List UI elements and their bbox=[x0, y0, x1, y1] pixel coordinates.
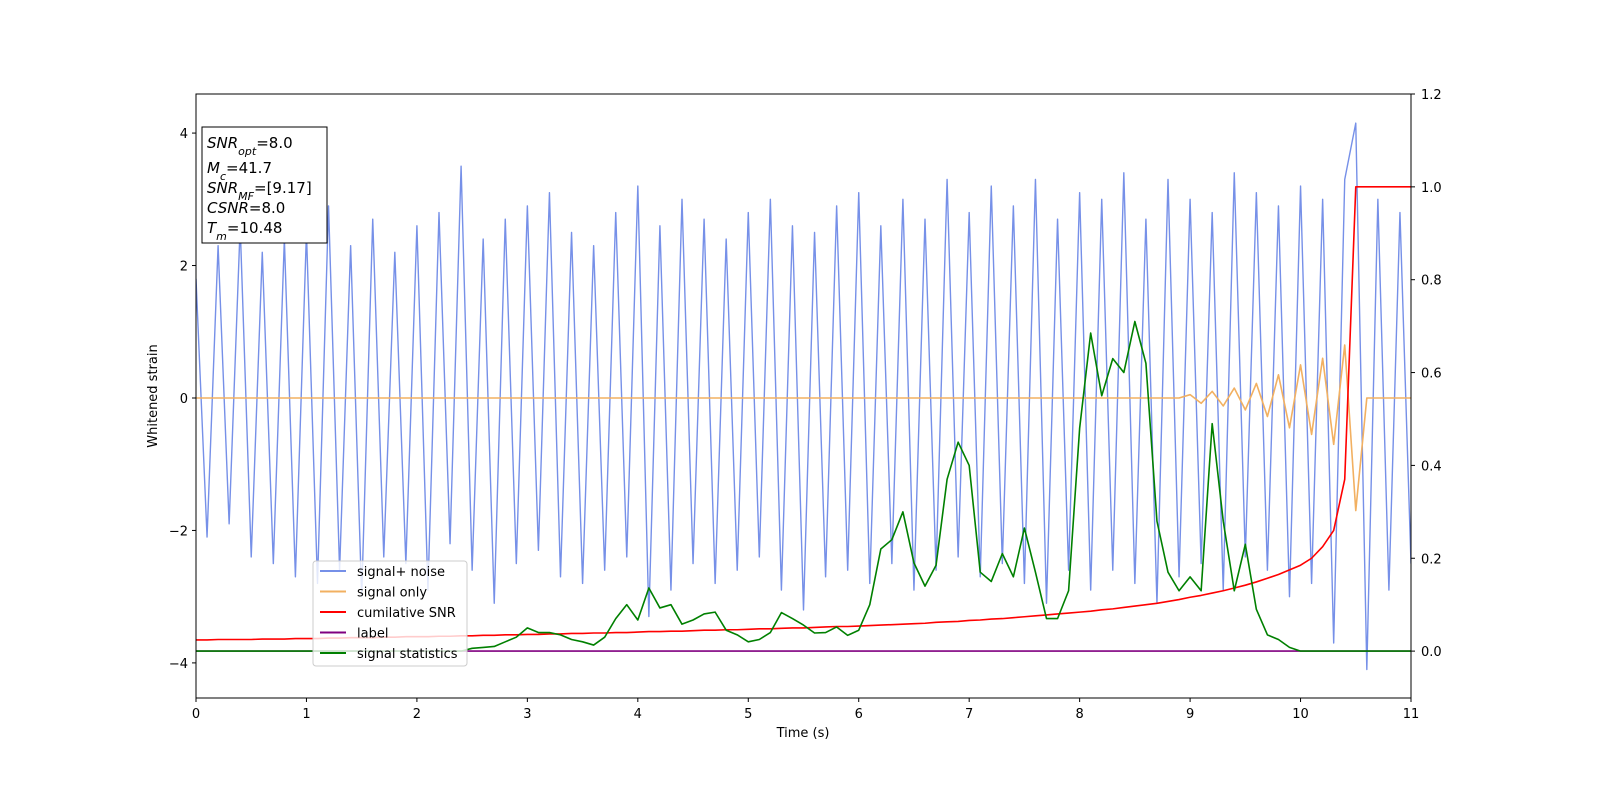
x-tick-label: 11 bbox=[1403, 707, 1420, 722]
x-tick-label: 0 bbox=[192, 707, 200, 722]
x-tick-label: 10 bbox=[1292, 707, 1309, 722]
annotation-symbol: CSNR bbox=[207, 199, 249, 217]
x-tick-label: 7 bbox=[965, 707, 973, 722]
legend-entries: signal+ noise signal only cumilative SNR la… bbox=[320, 565, 458, 662]
x-tick-label: 1 bbox=[302, 707, 310, 722]
annotation-symbol: T bbox=[207, 219, 218, 237]
y2-tick-label: 0.6 bbox=[1421, 367, 1442, 382]
legend-label: label bbox=[357, 627, 388, 642]
series-line bbox=[196, 122, 1411, 671]
y2-tick-label: 0.2 bbox=[1421, 552, 1442, 567]
annotation-value: =8.0 bbox=[256, 134, 292, 152]
annotation-value: =[9.17] bbox=[254, 179, 312, 197]
y2-tick-label: 0.4 bbox=[1421, 459, 1442, 474]
x-tick-label: 6 bbox=[855, 707, 863, 722]
y-axis-label: Whitened strain bbox=[146, 344, 161, 447]
series-line bbox=[196, 344, 1411, 512]
annotation-subscript: c bbox=[220, 170, 226, 183]
axes-frame bbox=[195, 93, 1412, 699]
x-tick-label: 5 bbox=[744, 707, 752, 722]
legend-label: signal statistics bbox=[357, 647, 458, 662]
y-tick-label: −2 bbox=[169, 524, 188, 539]
x-tick-label: 4 bbox=[634, 707, 642, 722]
legend-label: cumilative SNR bbox=[357, 606, 456, 621]
annotation-subscript: MF bbox=[238, 190, 254, 203]
annotation-symbol: M bbox=[207, 159, 220, 177]
annotation-symbol: SNR bbox=[207, 134, 238, 152]
legend-label: signal+ noise bbox=[357, 565, 445, 580]
annotation-box bbox=[201, 126, 328, 244]
y-tick-label: 0 bbox=[180, 392, 188, 407]
x-tick-label: 2 bbox=[413, 707, 421, 722]
y2-tick-label: 0.0 bbox=[1421, 645, 1442, 660]
annotation-symbol: SNR bbox=[207, 179, 238, 197]
annotation-subscript: m bbox=[216, 230, 227, 243]
legend bbox=[312, 560, 468, 667]
x-tick-label: 8 bbox=[1075, 707, 1083, 722]
annotation-line: SNRMF=[9.17] bbox=[207, 179, 312, 203]
y2-tick-label: 0.8 bbox=[1421, 274, 1442, 289]
annotation-line: Mc=41.7 bbox=[207, 159, 272, 183]
y-tick-label: 2 bbox=[180, 260, 188, 275]
x-axis-label: Time (s) bbox=[776, 726, 830, 741]
annotation-line: Tm=10.48 bbox=[207, 219, 282, 243]
annotation-subscript: opt bbox=[238, 145, 257, 158]
annotation-value: =41.7 bbox=[226, 159, 272, 177]
y2-tick-label: 1.2 bbox=[1421, 88, 1442, 103]
y-tick-label: 4 bbox=[180, 127, 188, 142]
annotation-line: CSNR=8.0 bbox=[207, 199, 285, 217]
y2-tick-label: 1.0 bbox=[1421, 181, 1442, 196]
legend-label: signal only bbox=[357, 586, 427, 601]
annotation-line: SNRopt=8.0 bbox=[207, 134, 293, 158]
annotation-group: SNRopt=8.0Mc=41.7SNRMF=[9.17]CSNR=8.0Tm=… bbox=[207, 134, 312, 243]
y-tick-label: −4 bbox=[169, 657, 188, 672]
annotation-value: =8.0 bbox=[249, 199, 285, 217]
x-tick-label: 9 bbox=[1186, 707, 1194, 722]
annotation-value: =10.48 bbox=[227, 219, 283, 237]
x-tick-label: 3 bbox=[523, 707, 531, 722]
